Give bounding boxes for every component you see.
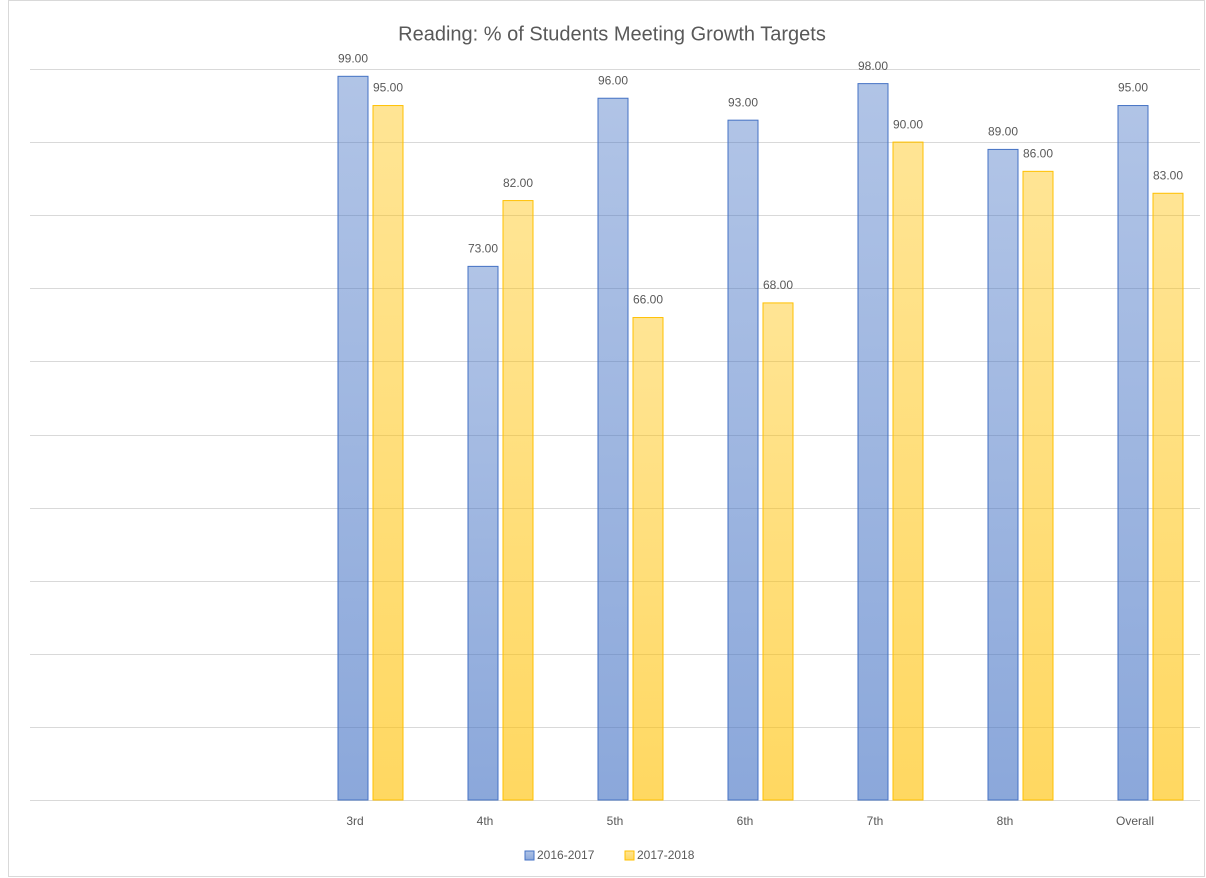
legend-label: 2017-2018 [637, 848, 695, 862]
bar [632, 317, 664, 801]
x-tick-label: 4th [477, 814, 494, 828]
data-label: 66.00 [633, 293, 663, 307]
bar [727, 119, 759, 801]
x-tick-label: 6th [737, 814, 754, 828]
x-tick-label: 3rd [346, 814, 363, 828]
data-label: 86.00 [1023, 147, 1053, 161]
bar [597, 97, 629, 801]
data-label: 89.00 [988, 125, 1018, 139]
bar [1117, 105, 1149, 801]
bar [987, 148, 1019, 801]
legend-swatch [524, 850, 535, 861]
legend-label: 2016-2017 [537, 848, 595, 862]
data-label: 82.00 [503, 176, 533, 190]
data-label: 68.00 [763, 278, 793, 292]
bar [1152, 192, 1184, 801]
data-label: 95.00 [373, 81, 403, 95]
chart-title: Reading: % of Students Meeting Growth Ta… [398, 23, 826, 45]
legend-swatch [624, 850, 635, 861]
bar [337, 75, 369, 801]
x-tick-label: 8th [997, 814, 1014, 828]
bar [857, 83, 889, 801]
x-tick-label: 5th [607, 814, 624, 828]
data-label: 98.00 [858, 59, 888, 73]
data-label: 83.00 [1153, 168, 1183, 182]
bar [467, 265, 499, 801]
data-label: 95.00 [1118, 81, 1148, 95]
x-tick-label: Overall [1116, 814, 1154, 828]
data-label: 73.00 [468, 242, 498, 256]
x-tick-label: 7th [867, 814, 884, 828]
data-label: 99.00 [338, 51, 368, 65]
data-label: 93.00 [728, 95, 758, 109]
bar [892, 141, 924, 801]
bar [502, 200, 534, 801]
bar [762, 302, 794, 801]
data-label: 96.00 [598, 73, 628, 87]
data-label: 90.00 [893, 117, 923, 131]
bar [1022, 170, 1054, 801]
bar [372, 105, 404, 801]
